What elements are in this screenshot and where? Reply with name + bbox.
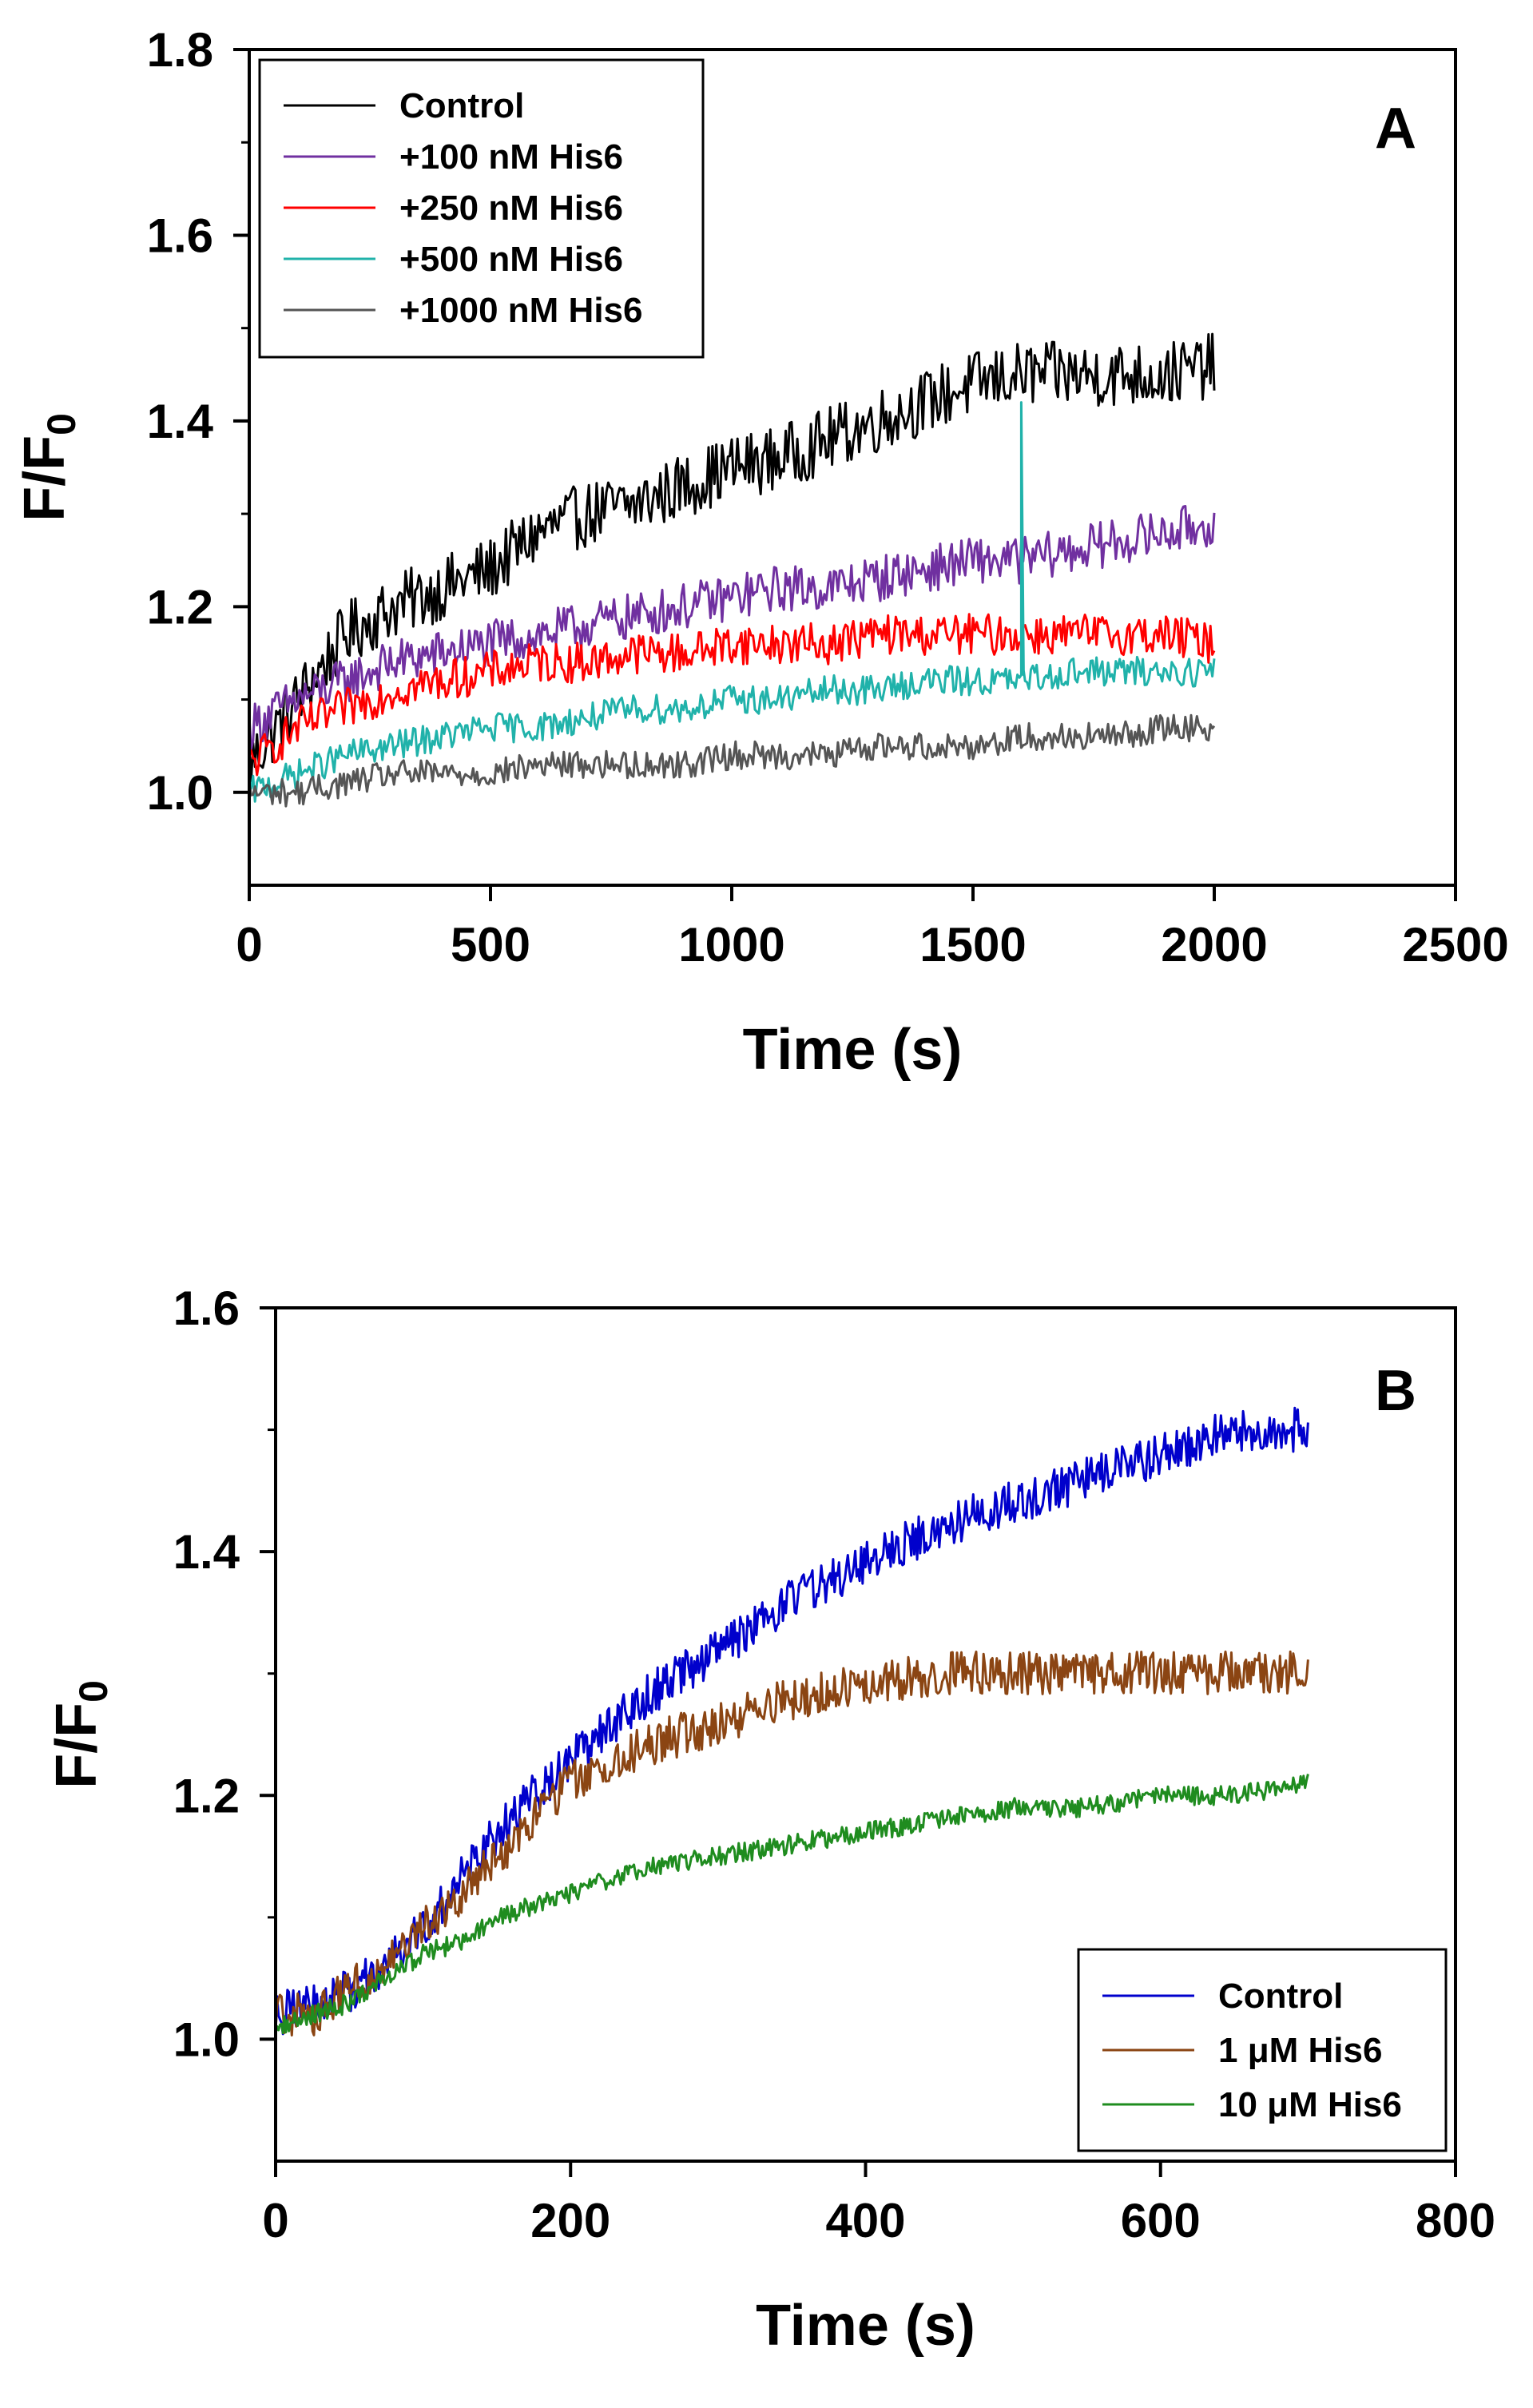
panel-a-y-tick-label: 1.4 <box>147 395 214 448</box>
panel-a-legend-entry: +250 nM His6 <box>399 189 623 228</box>
panel-b-legend-entry: 10 μM His6 <box>1218 2085 1402 2124</box>
panel-b-x-tick-label: 0 <box>262 2194 288 2247</box>
panel-a-y-axis-title-subscript: 0 <box>39 413 84 435</box>
panel-b-legend-entry: Control <box>1218 1977 1343 2016</box>
panel-a-series-5-line <box>248 713 1216 808</box>
panel-a-series-1-line <box>248 332 1216 782</box>
panel-b-y-tick-label: 1.2 <box>173 1769 240 1822</box>
panel-a-legend-entry: Control <box>399 86 524 125</box>
panel-b-y-axis-title: F/F0 <box>45 1680 116 1789</box>
panel-b-series-3-line <box>274 1774 1309 2035</box>
panel-a-x-tick-label: 500 <box>451 918 530 972</box>
panel-a-y-tick-label: 1.0 <box>147 766 213 820</box>
panel-a-x-tick-label: 2000 <box>1161 918 1267 972</box>
panel-b-y-tick-label: 1.0 <box>173 2013 240 2066</box>
panel-a-y-tick-label: 1.2 <box>147 580 213 634</box>
panel-b-label: B <box>1375 1359 1416 1423</box>
panel-b-legend: Control 1 μM His6 10 μM His6 <box>1077 1948 1448 2152</box>
panel-a-x-tick-label: 2500 <box>1402 918 1508 972</box>
panel-a-x-axis-title: Time (s) <box>743 1018 963 1082</box>
panel-a-series-2-line <box>248 505 1216 751</box>
panel-a-label: A <box>1375 97 1416 161</box>
panel-a-legend-entry: +100 nM His6 <box>399 137 623 177</box>
panel-a-y-axis-title-main: F/F <box>13 435 77 522</box>
panel-a-series-4-line <box>248 401 1216 803</box>
panel-a-x-tick-label: 0 <box>236 918 262 972</box>
panel-b-x-tick-label: 800 <box>1416 2194 1495 2247</box>
panel-b-x-tick-label: 400 <box>825 2194 905 2247</box>
panel-a-y-tick-label: 1.8 <box>147 23 213 77</box>
panel-a-y-tick-label: 1.6 <box>147 209 213 262</box>
panel-a-x-tick-label: 1000 <box>678 918 784 972</box>
panel-a-legend-entry: +1000 nM His6 <box>399 291 643 330</box>
panel-b-ticks: 0 200 400 600 800 1.0 1.2 1.4 1.6 <box>173 1281 1495 2247</box>
panel-a-series-group <box>248 332 1216 808</box>
panel-a-plot-frame <box>248 48 1457 887</box>
panel-b-y-tick-label: 1.6 <box>173 1281 240 1335</box>
panel-b-x-axis-title: Time (s) <box>756 2294 975 2358</box>
panel-a-ticks: 0 500 1000 1500 2000 2500 1.0 1.2 1.4 1.6 1.8 <box>147 23 1509 972</box>
panel-b-series-group <box>274 1406 1309 2036</box>
panel-a-y-axis-title: F/F0 <box>13 413 84 522</box>
panel-a-series-3-line <box>248 613 1216 777</box>
panel-a-chart: 0 500 1000 1500 2000 2500 1.0 1.2 1.4 1.6 1.8 A Ti… <box>13 23 1509 1082</box>
panel-b-y-tick-label: 1.4 <box>173 1525 240 1579</box>
panel-b-chart: 0 200 400 600 800 1.0 1.2 1.4 1.6 B Time (s) F/F… <box>45 1281 1495 2358</box>
panel-b-x-tick-label: 600 <box>1121 2194 1201 2247</box>
panel-b-x-tick-label: 200 <box>530 2194 610 2247</box>
panel-a-legend: Control +100 nM His6 +250 nM His6 +500 nM H… <box>258 58 705 359</box>
svg-text:F/F0: F/F0 <box>45 1680 116 1789</box>
panel-b-y-axis-title-main: F/F <box>45 1703 109 1789</box>
svg-text:F/F0: F/F0 <box>13 413 84 522</box>
panel-b-legend-entry: 1 μM His6 <box>1218 2031 1382 2070</box>
panel-a-x-tick-label: 1500 <box>919 918 1026 972</box>
panel-b-y-axis-title-subscript: 0 <box>71 1680 116 1703</box>
panel-a-legend-entry: +500 nM His6 <box>399 240 623 279</box>
panel-b-series-2-line <box>274 1650 1309 2036</box>
